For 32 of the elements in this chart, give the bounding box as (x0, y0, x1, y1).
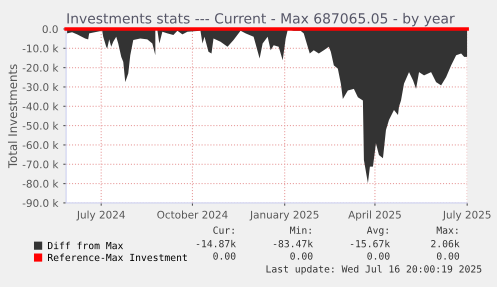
y-tick-label: -30.0 k (22, 83, 58, 92)
y-tick-label: -70.0 k (22, 160, 58, 168)
y-tick-label: 0.0 (42, 25, 58, 34)
text: 0.00 (290, 252, 312, 260)
y-tick-label: -60.0 k (22, 140, 58, 150)
text: 0.00 (436, 252, 460, 260)
text: 2.06k (431, 240, 460, 248)
text: Min: (290, 226, 311, 234)
legend-label: Reference-Max Investment (48, 254, 187, 262)
chart-title: Investments stats --- Current - Max 687065.05 - by year (67, 12, 455, 26)
text: 0.00 (367, 252, 390, 260)
x-tick-label: April 2025 (348, 210, 401, 221)
legend-label: Diff from Max (48, 242, 124, 250)
text: -83.47k (274, 240, 313, 248)
y-axis-title: Total Investments (8, 64, 18, 168)
y-tick-label: -10.0 k (22, 44, 58, 52)
y-tick-label: -40.0 k (22, 102, 58, 110)
y-tick-label: -20.0 k (22, 64, 58, 72)
x-tick-label: July 2025 (442, 210, 491, 221)
text: Avg: (366, 226, 388, 236)
y-tick-label: -80.0 k (22, 180, 58, 188)
y-tick-label: -90.0 k (22, 198, 58, 208)
x-tick-label: October 2024 (157, 210, 228, 219)
x-tick-label: January 2025 (249, 210, 318, 221)
text: Last update: Wed Jul 16 20:00:19 2025 (266, 265, 482, 275)
text: Max: (436, 226, 458, 234)
text: Cur: (213, 226, 234, 234)
text: -14.87k (196, 240, 236, 248)
text: -15.67k (350, 240, 390, 248)
x-tick-label: July 2024 (76, 210, 125, 221)
y-tick-label: -50.0 k (22, 122, 58, 130)
text: 0.00 (213, 252, 236, 260)
